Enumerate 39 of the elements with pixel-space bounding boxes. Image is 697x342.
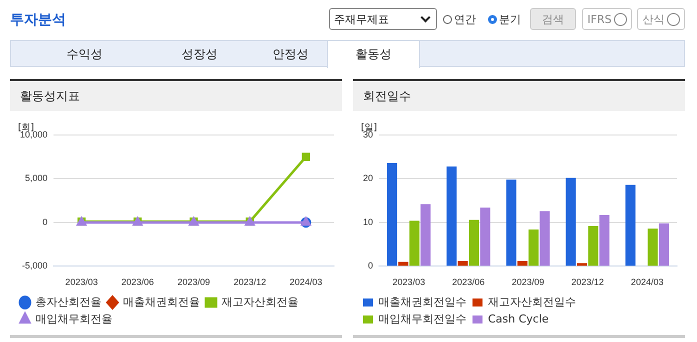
text: 안정성 (272, 46, 310, 63)
text: 성장성 (180, 46, 218, 63)
x-tick-label: 2023/03 (65, 277, 98, 288)
y-axis-title: [회] (18, 122, 34, 133)
y-tick-label: 5,000 (24, 173, 48, 184)
text: 분기 (499, 12, 521, 27)
text: 투자분석 (10, 11, 66, 29)
legend-label: 매입채무회전일수 (378, 312, 466, 326)
x-tick-label: 2024/03 (290, 277, 322, 288)
y-tick-label: 20 (362, 173, 374, 184)
legend-label: 매입채무회전율 (36, 312, 112, 326)
x-tick-label: 2023/03 (392, 277, 426, 288)
y-tick-label: 0 (42, 216, 48, 227)
y-tick-label: -5,000 (22, 260, 48, 271)
text: 검색 (530, 8, 576, 30)
y-tick-label: 0 (368, 260, 374, 271)
y-axis-title: [일] (361, 122, 378, 133)
text: 수익성 (66, 46, 104, 63)
chart-title: 활동성지표 (10, 81, 342, 111)
x-tick-label: 2024/03 (630, 277, 664, 288)
legend-label: Cash Cycle (488, 312, 549, 326)
legend-label: 재고자산회전율 (222, 295, 298, 308)
text: 산식 (642, 12, 664, 26)
x-tick-label: 2023/06 (452, 277, 485, 288)
legend-label: 재고자산회전일수 (488, 295, 576, 308)
text: 연간 (454, 12, 476, 27)
x-tick-label: 2023/09 (177, 277, 210, 288)
y-tick-label: 10 (362, 216, 374, 227)
text: IFRS (587, 12, 612, 26)
text: 주재무제표 (334, 12, 389, 26)
x-tick-label: 2023/06 (121, 277, 154, 288)
legend-label: 매출채권회전율 (123, 295, 200, 308)
legend-label: 매출채권회전일수 (378, 295, 466, 308)
x-tick-label: 2023/12 (234, 277, 266, 288)
legend-label: 총자산회전율 (36, 295, 102, 308)
text: 활동성 (327, 41, 420, 68)
x-tick-label: 2023/09 (512, 277, 544, 288)
x-tick-label: 2023/12 (571, 277, 604, 288)
chart-title: 회전일수 (353, 81, 685, 111)
